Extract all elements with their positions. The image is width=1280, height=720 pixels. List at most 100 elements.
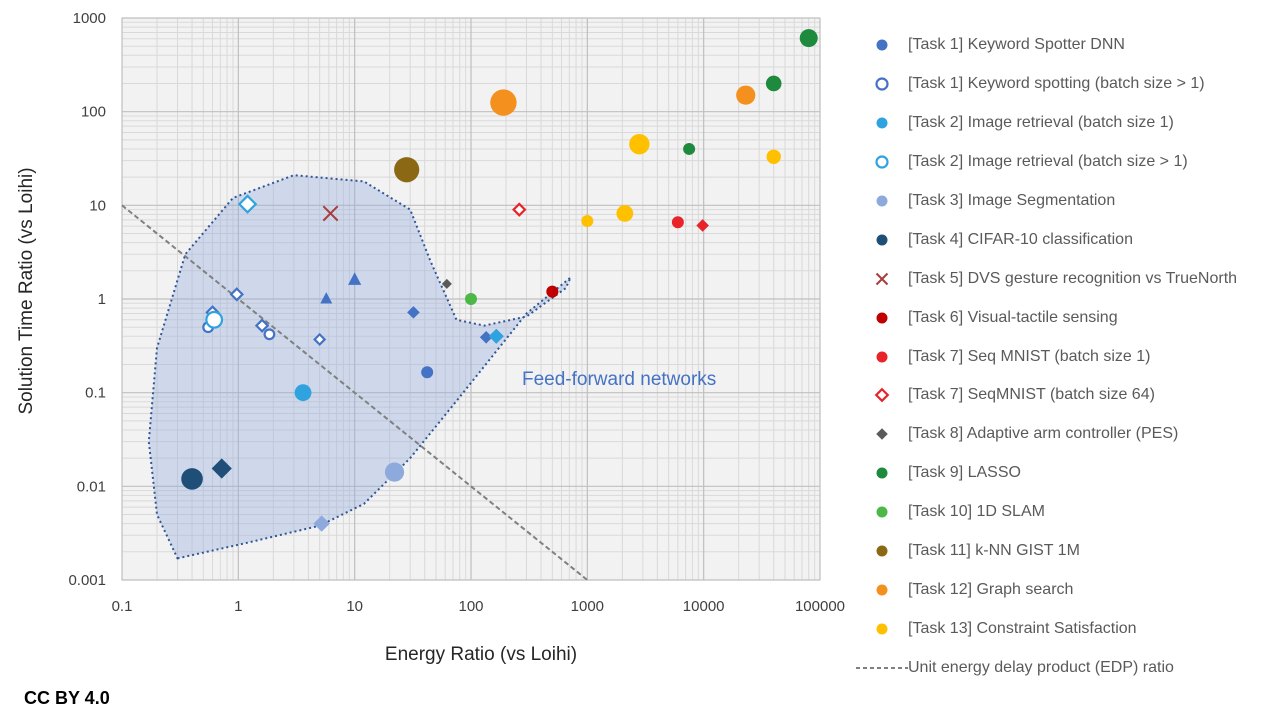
- data-point-task-7-0: [546, 285, 559, 298]
- data-point-task-1-5: [313, 332, 327, 347]
- legend-symbol-icon: [856, 424, 908, 444]
- legend-item: [Task 11] k-NN GIST 1M: [856, 532, 1276, 571]
- legend-item: [Task 1] Keyword Spotter DNN: [856, 26, 1276, 65]
- legend-symbol-icon: [856, 230, 908, 250]
- legend-symbol-icon: [856, 502, 908, 522]
- license-label: CC BY 4.0: [24, 688, 110, 708]
- legend-marker: [876, 39, 888, 51]
- data-point-task-0-0: [320, 292, 333, 304]
- y-tick-label: 0.001: [68, 572, 106, 589]
- legend-label: [Task 4] CIFAR-10 classification: [908, 230, 1133, 248]
- legend-symbol-icon: [856, 308, 908, 328]
- y-tick-label: 0.01: [77, 478, 106, 495]
- data-point-task-0-2: [407, 306, 420, 319]
- x-tick-label: 100: [458, 598, 483, 615]
- data-point-task-2-0: [294, 384, 312, 402]
- data-point-task-1-3: [254, 318, 270, 333]
- legend-marker: [876, 351, 888, 363]
- legend-marker: [876, 506, 888, 518]
- legend-marker: [875, 77, 889, 91]
- legend-item: [Task 6] Visual-tactile sensing: [856, 298, 1276, 337]
- legend-marker: [876, 545, 888, 557]
- legend-symbol-icon: [856, 463, 908, 483]
- legend-item: Unit energy delay product (EDP) ratio: [856, 648, 1276, 687]
- legend-symbol-icon: [856, 619, 908, 639]
- legend-symbol-icon: [856, 347, 908, 367]
- data-point-task-14-0: [490, 89, 517, 116]
- legend-item: [Task 3] Image Segmentation: [856, 182, 1276, 221]
- data-point-task-0-1: [348, 272, 362, 285]
- legend-item: [Task 10] 1D SLAM: [856, 493, 1276, 532]
- data-point-task-2-1: [488, 328, 504, 344]
- legend-marker: [876, 584, 888, 596]
- legend-item: [Task 5] DVS gesture recognition vs True…: [856, 259, 1276, 298]
- legend-symbol-icon: [856, 191, 908, 211]
- data-point-task-6-0: [322, 205, 339, 222]
- legend-label: [Task 12] Graph search: [908, 580, 1074, 598]
- legend-label: [Task 2] Image retrieval (batch size 1): [908, 114, 1174, 132]
- data-point-task-13-0: [394, 157, 420, 183]
- data-point-task-15-3: [766, 149, 781, 164]
- legend-label: [Task 9] LASSO: [908, 464, 1021, 482]
- legend-label: [Task 7] Seq MNIST (batch size 1): [908, 347, 1151, 365]
- feed-forward-region-outline: [147, 174, 572, 560]
- data-points: [181, 29, 818, 532]
- legend-label: [Task 5] DVS gesture recognition vs True…: [908, 269, 1238, 287]
- legend-marker: [876, 623, 888, 635]
- feed-forward-region: [147, 174, 572, 560]
- legend-marker: [876, 428, 888, 441]
- legend-label: [Task 2] Image retrieval (batch size > 1…: [908, 153, 1188, 171]
- legend-marker: [876, 234, 888, 246]
- legend-marker: [876, 195, 888, 207]
- legend-symbol-icon: [856, 74, 908, 94]
- legend-item: [Task 7] SeqMNIST (batch size 64): [856, 376, 1276, 415]
- legend-symbol-icon: [856, 113, 908, 133]
- y-tick-label: 1000: [73, 10, 106, 27]
- legend-label: [Task 6] Visual-tactile sensing: [908, 308, 1118, 326]
- legend-marker: [875, 155, 889, 169]
- legend-marker: [874, 388, 890, 403]
- data-point-task-3-0: [205, 310, 224, 329]
- x-tick-label: 1000: [571, 598, 604, 615]
- data-point-task-0-4: [479, 331, 493, 344]
- legend-symbol-icon: [856, 35, 908, 55]
- data-point-task-1-4: [263, 328, 276, 341]
- x-tick-label: 1: [234, 598, 242, 615]
- legend-item: [Task 13] Constraint Satisfaction: [856, 609, 1276, 648]
- legend-label: [Task 1] Keyword spotting (batch size > …: [908, 75, 1205, 93]
- legend-symbol-icon: [856, 658, 908, 678]
- data-point-task-15-0: [581, 215, 594, 228]
- data-point-task-5-0: [181, 468, 203, 490]
- legend-item: [Task 9] LASSO: [856, 454, 1276, 493]
- legend-symbol-icon: [856, 541, 908, 561]
- legend-marker: [876, 467, 888, 479]
- data-point-task-8-0: [671, 216, 684, 229]
- y-tick-label: 0.1: [85, 385, 106, 402]
- y-axis-title: Solution Time Ratio (vs Loihi): [16, 167, 37, 414]
- legend-label: [Task 7] SeqMNIST (batch size 64): [908, 386, 1155, 404]
- edp-line: [121, 204, 588, 581]
- legend-item: [Task 2] Image retrieval (batch size 1): [856, 104, 1276, 143]
- y-tick-label: 10: [89, 197, 106, 214]
- data-point-task-4-0: [313, 515, 330, 532]
- data-point-task-11-1: [765, 75, 782, 92]
- x-tick-label: 10: [346, 598, 363, 615]
- legend-symbol-icon: [856, 580, 908, 600]
- legend-item: [Task 4] CIFAR-10 classification: [856, 220, 1276, 259]
- data-point-task-15-1: [616, 205, 634, 222]
- data-point-task-15-2: [629, 133, 650, 155]
- data-point-task-8-1: [696, 219, 709, 232]
- legend-marker: [876, 312, 888, 324]
- x-tick-label: 10000: [683, 598, 725, 615]
- data-point-task-10-0: [441, 278, 452, 289]
- data-point-task-1-2: [229, 287, 245, 302]
- data-point-task-14-1: [736, 85, 756, 105]
- data-point-task-11-0: [683, 142, 696, 155]
- legend-marker: [875, 272, 889, 285]
- y-tick-label: 100: [81, 104, 106, 121]
- x-tick-label: 0.1: [112, 598, 133, 615]
- y-tick-label: 1: [98, 291, 106, 308]
- legend-item: [Task 7] Seq MNIST (batch size 1): [856, 337, 1276, 376]
- data-point-task-9-0: [512, 202, 527, 217]
